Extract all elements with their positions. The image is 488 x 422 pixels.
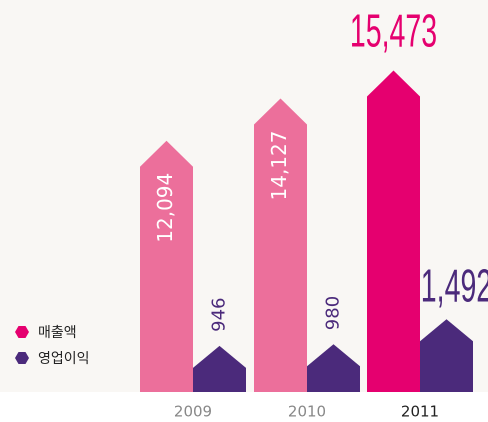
bar bbox=[420, 319, 473, 392]
bar bbox=[254, 98, 307, 393]
legend-swatch bbox=[15, 352, 29, 364]
bar bbox=[307, 344, 360, 392]
bar bbox=[367, 70, 420, 392]
value-label: 980 bbox=[323, 296, 344, 330]
legend-label: 매출액 bbox=[38, 325, 77, 341]
value-label: 14,127 bbox=[267, 131, 291, 201]
x-tick-label: 2010 bbox=[288, 403, 326, 421]
legend-label: 영업이익 bbox=[38, 351, 90, 367]
value-label: 15,473 bbox=[350, 6, 437, 58]
value-label: 12,094 bbox=[153, 173, 177, 243]
bar bbox=[140, 140, 193, 392]
legend-swatch bbox=[15, 326, 29, 338]
value-label: 946 bbox=[209, 297, 230, 331]
value-label: 1,492 bbox=[421, 260, 488, 312]
x-tick-label: 2009 bbox=[174, 403, 212, 421]
bar bbox=[193, 345, 246, 392]
x-tick-label: 2011 bbox=[401, 403, 439, 421]
axis-strip bbox=[0, 392, 488, 422]
